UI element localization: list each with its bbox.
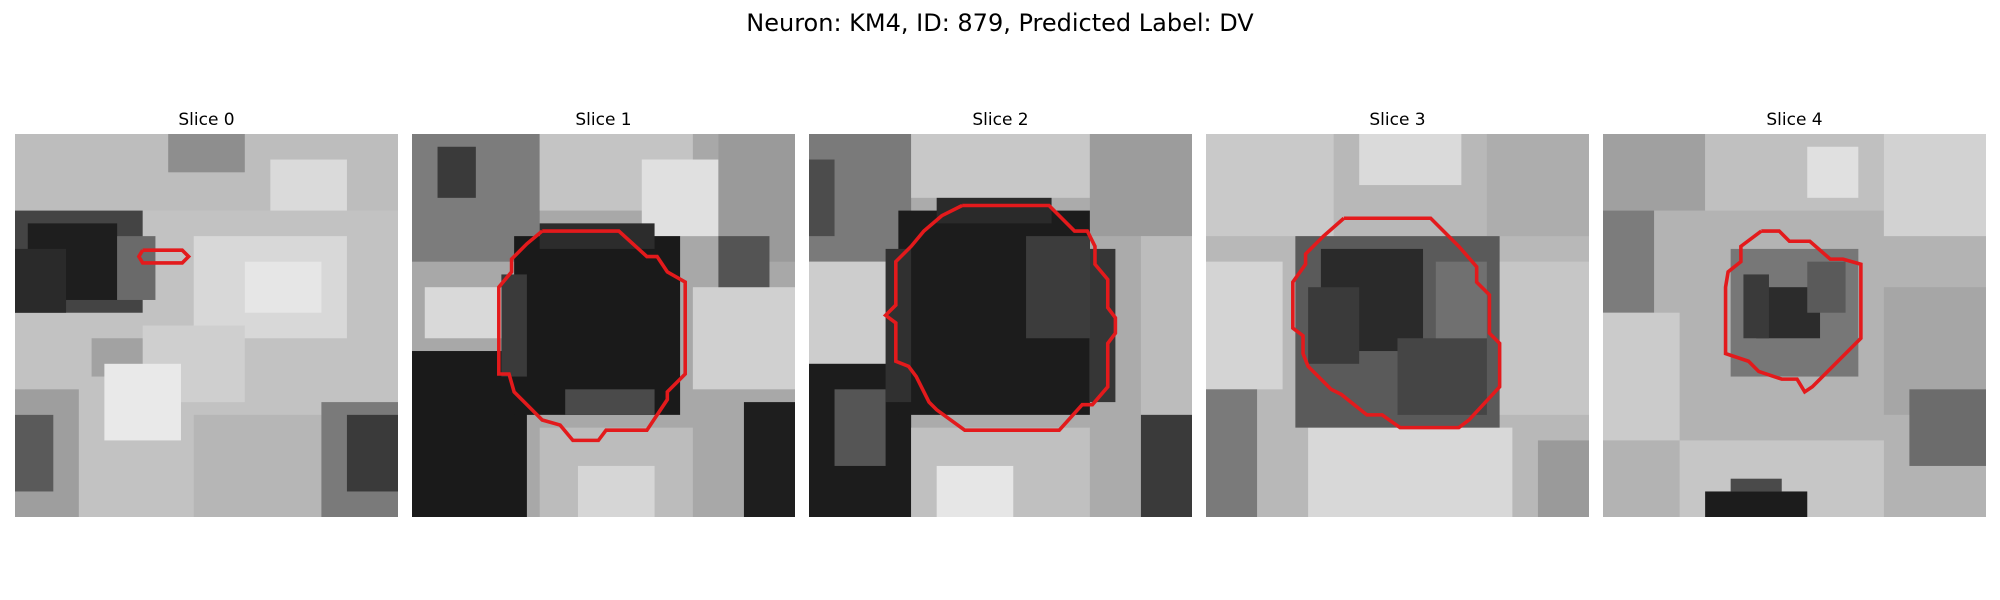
figure-title: Neuron: KM4, ID: 879, Predicted Label: D… bbox=[746, 9, 1254, 37]
slice-image-4 bbox=[1603, 134, 1986, 517]
slice-title-2: Slice 2 bbox=[972, 110, 1029, 130]
slice-image-3 bbox=[1206, 134, 1589, 517]
slice-image-0 bbox=[15, 134, 398, 517]
slice-title-1: Slice 1 bbox=[575, 110, 632, 130]
slice-title-4: Slice 4 bbox=[1766, 110, 1823, 130]
slice-image-1 bbox=[412, 134, 795, 517]
slice-title-0: Slice 0 bbox=[178, 110, 235, 130]
slice-title-3: Slice 3 bbox=[1369, 110, 1426, 130]
slice-image-2 bbox=[809, 134, 1192, 517]
